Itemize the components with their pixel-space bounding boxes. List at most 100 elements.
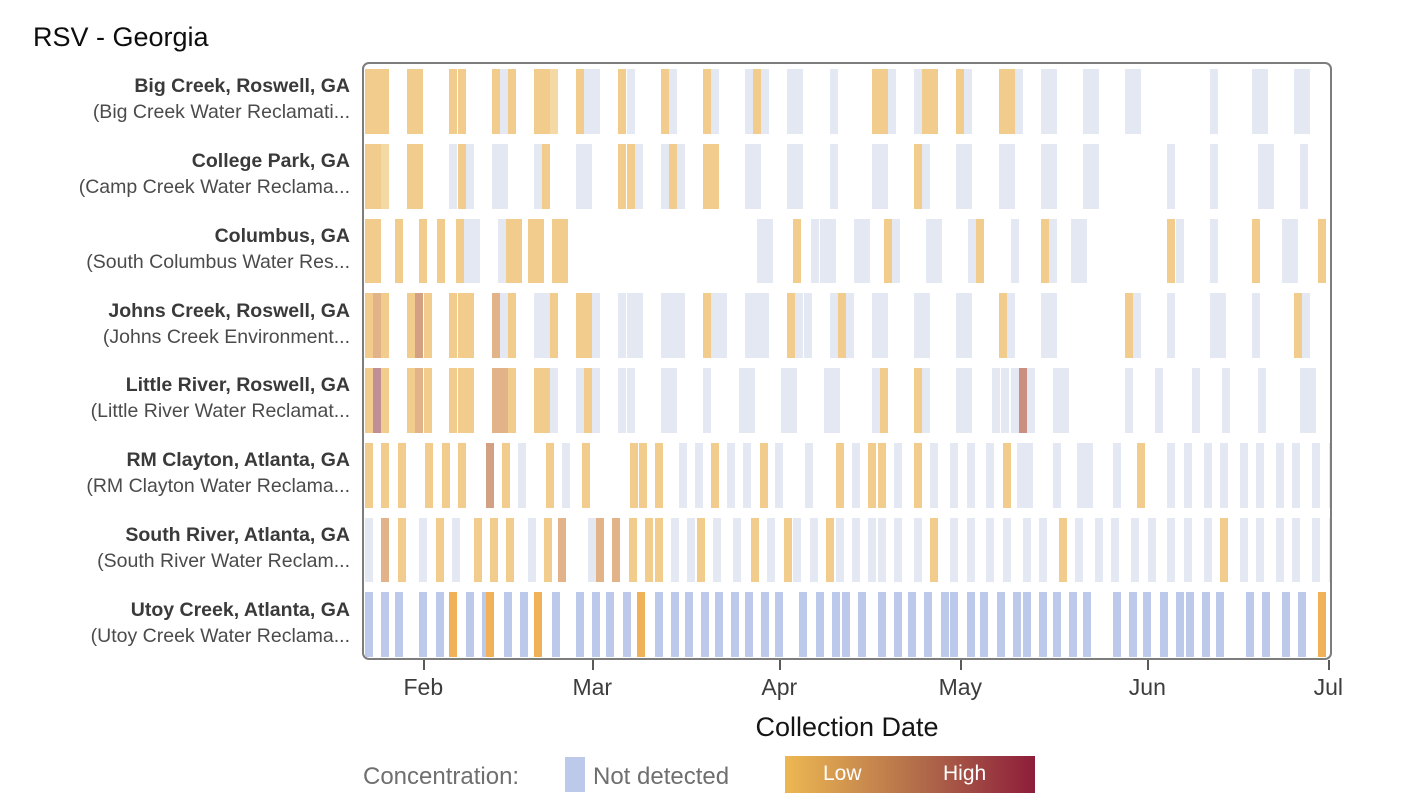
sample-tile [536, 218, 545, 284]
sample-tile [1125, 368, 1134, 433]
sample-tile [950, 442, 959, 508]
sample-tile [415, 143, 424, 209]
sample-tile [1131, 517, 1140, 583]
x-tick-label: Mar [572, 674, 613, 700]
sample-tile [1147, 517, 1156, 583]
sample-tile [1300, 143, 1309, 209]
sample-tile [626, 143, 635, 209]
site-name: Columbus, GA [214, 224, 350, 247]
sample-tile [879, 293, 888, 358]
sample-tile [753, 143, 762, 209]
sample-tile [877, 442, 886, 508]
sample-tile [630, 442, 639, 508]
sample-tile [415, 293, 424, 358]
site-name: South River, Atlanta, GA [125, 523, 350, 546]
sample-tile [711, 143, 719, 209]
sample-tile [612, 517, 621, 583]
sample-tile [1038, 592, 1047, 657]
x-tick-mark [1328, 660, 1331, 670]
sample-tile [805, 442, 814, 508]
sample-tile [449, 143, 458, 209]
sample-tile [596, 517, 605, 583]
sample-tile [1022, 517, 1031, 583]
sample-tile [827, 218, 836, 284]
sample-tile [606, 592, 615, 657]
sample-tile [533, 293, 542, 358]
sample-tile [868, 442, 877, 508]
sample-tile [1113, 592, 1122, 657]
sample-tile [1300, 368, 1309, 433]
sample-tile [871, 368, 880, 433]
sample-tile [1018, 368, 1027, 433]
sample-tile [877, 592, 886, 657]
site-label: South River, Atlanta, GA (South River Wat… [0, 511, 350, 586]
sample-tile [877, 517, 886, 583]
sample-tile [845, 293, 854, 358]
sample-tile [835, 517, 844, 583]
sample-tile [930, 69, 939, 134]
sample-tile [457, 69, 466, 134]
sample-tile [1294, 69, 1303, 134]
sample-tile [1203, 517, 1212, 583]
sample-tile [879, 69, 888, 134]
sample-tile [419, 592, 428, 657]
sample-tile [1022, 592, 1031, 657]
sample-tile [759, 442, 768, 508]
sample-tile [964, 293, 973, 358]
sample-tile [1060, 368, 1069, 433]
sample-tile [914, 368, 923, 433]
sample-tile [533, 592, 542, 657]
sample-tile [761, 293, 770, 358]
sample-tile [1276, 517, 1285, 583]
sample-tile [660, 143, 669, 209]
sample-tile [1251, 218, 1260, 284]
sample-tile [687, 517, 696, 583]
site-label: RM Clayton, Atlanta, GA (RM Clayton Water… [0, 436, 350, 511]
sample-tile [871, 293, 880, 358]
sample-tile [966, 517, 975, 583]
sample-tile [489, 517, 498, 583]
sample-tile [415, 69, 424, 134]
x-axis: Feb Mar Apr May Jun Jul [362, 660, 1343, 720]
sample-tile [775, 592, 784, 657]
sample-tile [1209, 218, 1218, 284]
sample-tile [562, 442, 571, 508]
sample-tile [922, 293, 931, 358]
sample-tile [892, 218, 900, 284]
sample-tile [1257, 143, 1266, 209]
sample-tile [419, 517, 428, 583]
x-tick-label: May [938, 674, 983, 700]
sample-tile [542, 368, 551, 433]
sample-tile [533, 368, 542, 433]
sample-tile [626, 69, 635, 134]
sample-tile [457, 293, 466, 358]
sample-tile [714, 592, 723, 657]
sample-tile [751, 517, 760, 583]
sample-tile [381, 293, 390, 358]
sample-tile [980, 592, 989, 657]
sample-tile [576, 592, 585, 657]
sample-tile [419, 218, 428, 284]
sample-tile [1221, 368, 1230, 433]
sample-tile [365, 442, 373, 508]
sample-tile [514, 218, 523, 284]
sample-tile [745, 293, 754, 358]
sample-tile [365, 218, 373, 284]
sample-tile [713, 517, 722, 583]
sample-tile [787, 69, 796, 134]
x-tick-mark [1147, 660, 1150, 670]
sample-tile [1251, 293, 1260, 358]
site-name: RM Clayton, Atlanta, GA [126, 449, 350, 472]
sample-tile [654, 517, 663, 583]
sample-tile [1294, 293, 1303, 358]
legend-title: Concentration: [363, 763, 520, 790]
sample-tile [1282, 218, 1291, 284]
sample-tile [775, 442, 784, 508]
sample-tile [879, 368, 888, 433]
sample-tile [825, 517, 834, 583]
sample-tile [473, 517, 482, 583]
sample-tile [1256, 442, 1265, 508]
sample-tile [922, 368, 931, 433]
sample-tile [634, 293, 643, 358]
sample-tile [499, 69, 508, 134]
